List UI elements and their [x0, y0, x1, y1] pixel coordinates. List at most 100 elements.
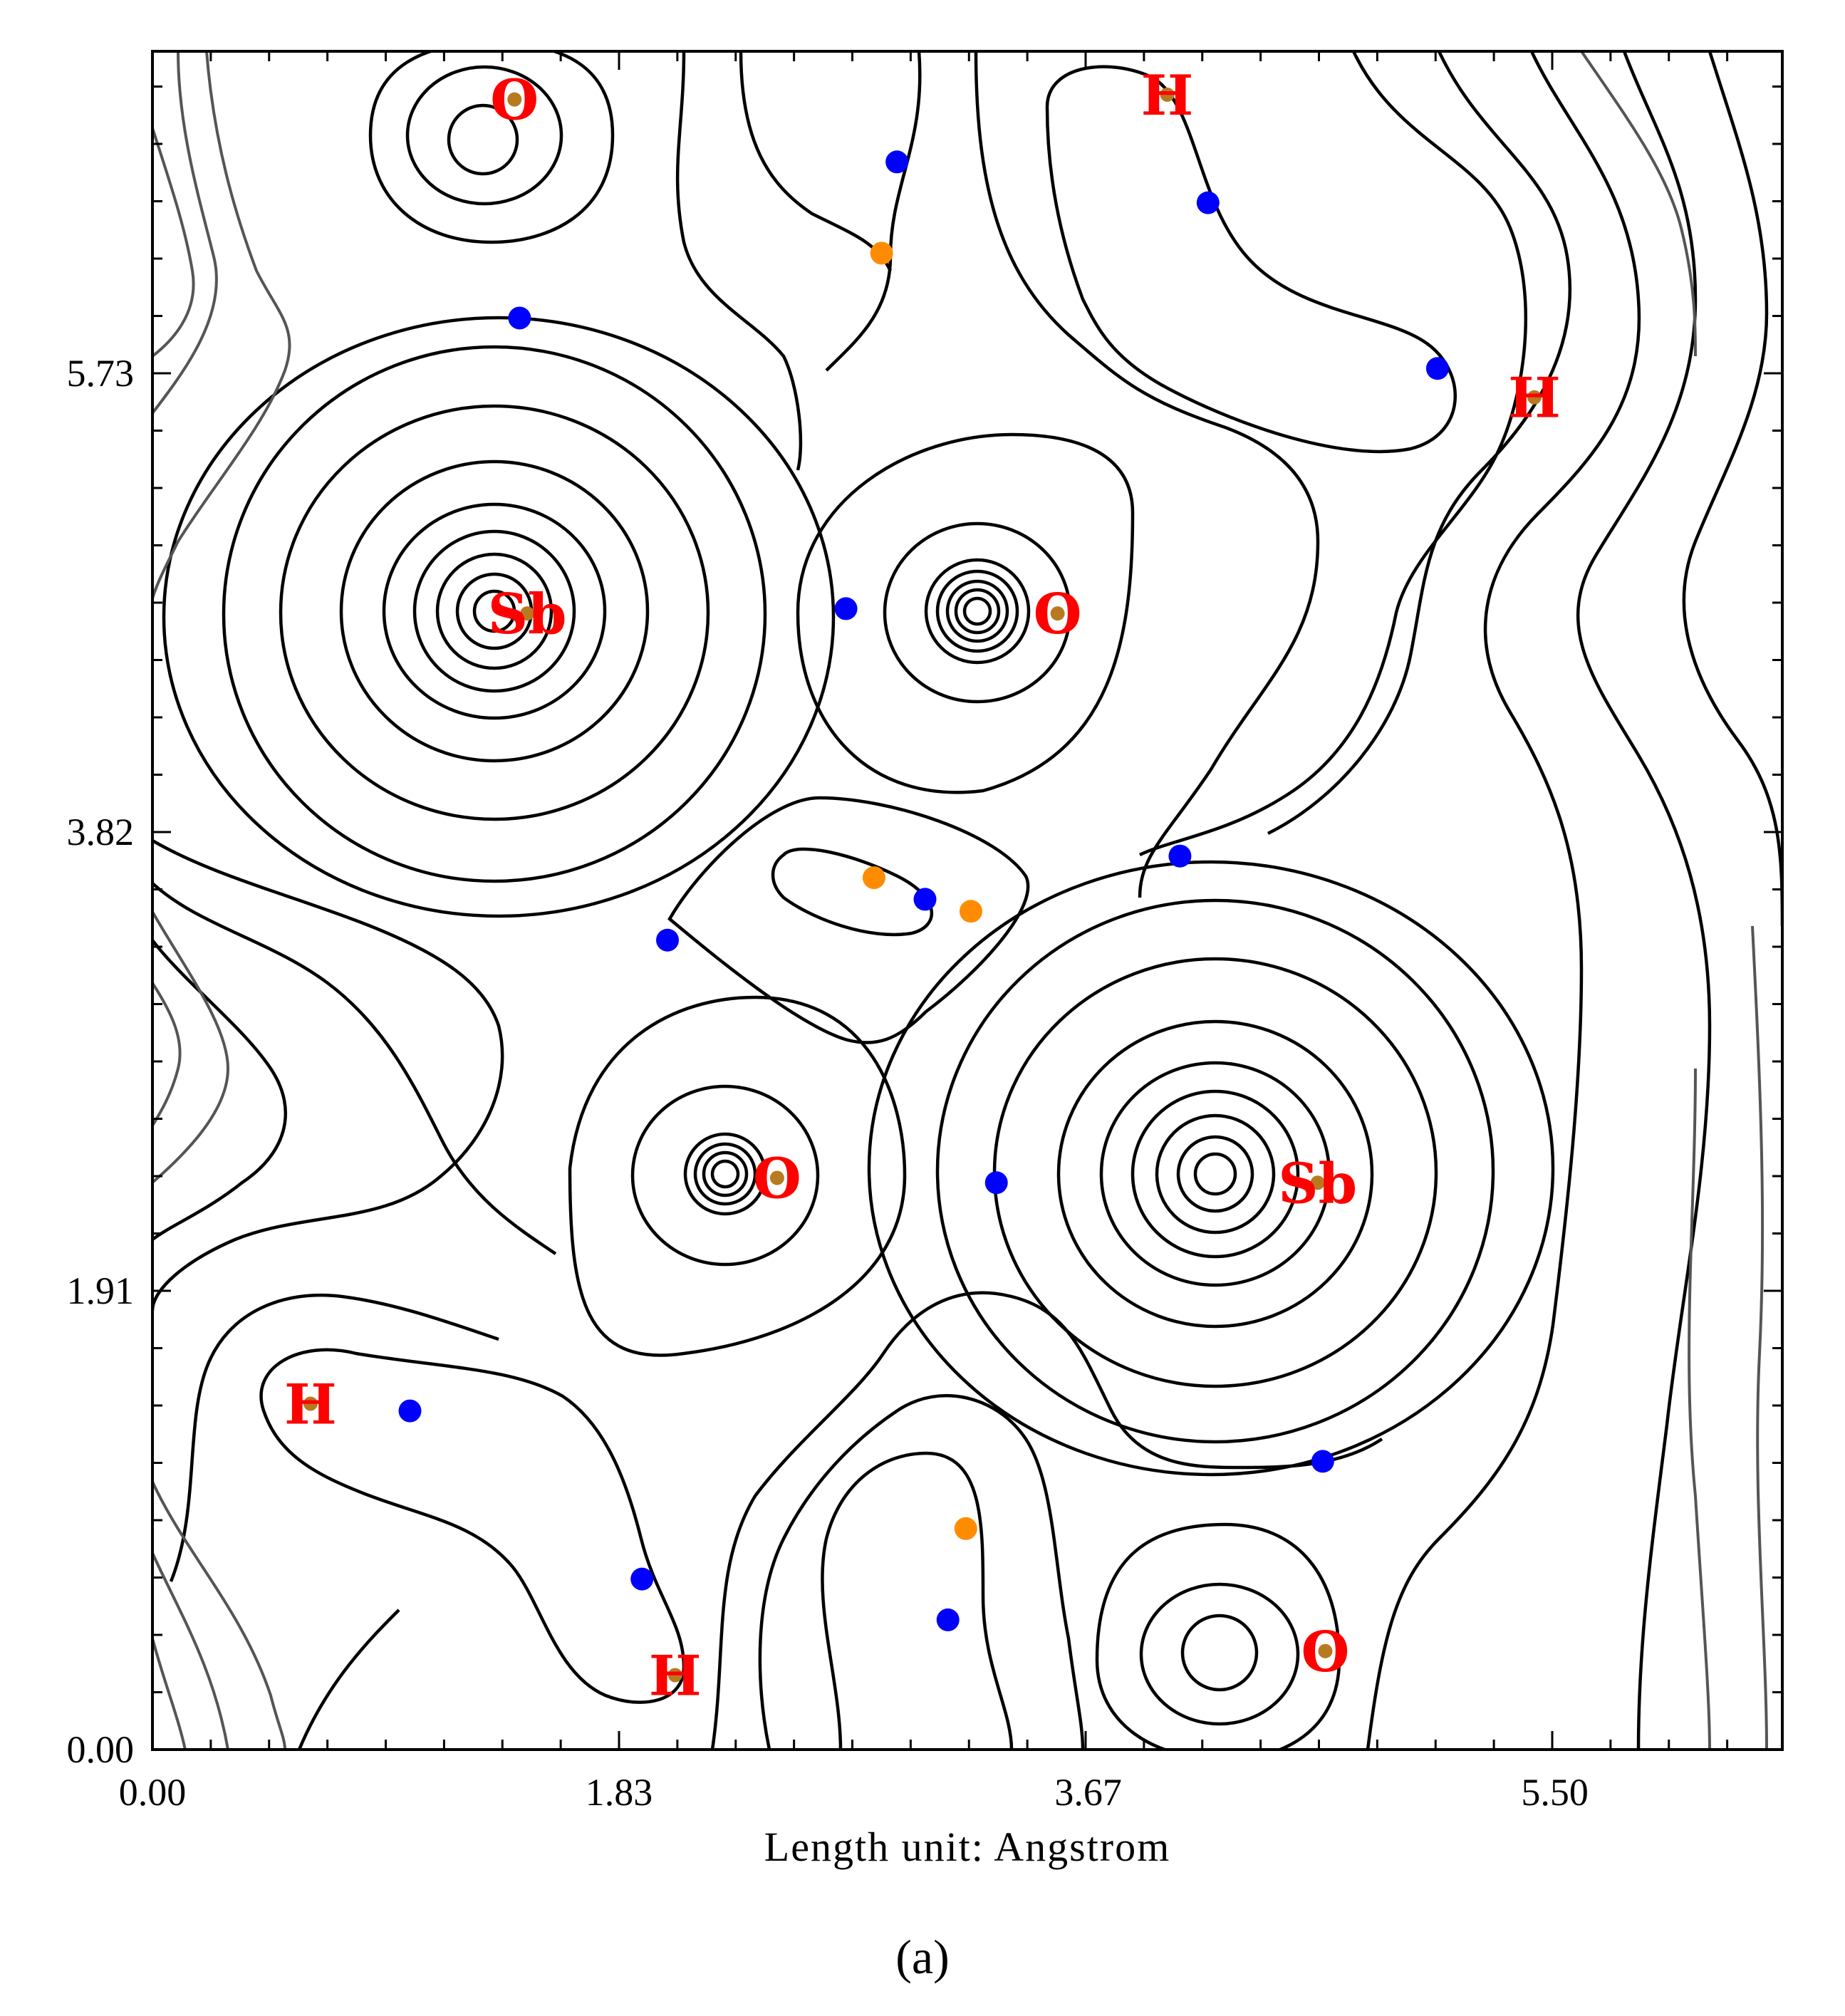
contour-line	[152, 982, 182, 1127]
bond-critical-point	[984, 1171, 1008, 1195]
contour-line	[667, 796, 1030, 1044]
contour-line	[259, 1348, 686, 1704]
contour-line	[693, 1142, 757, 1206]
atom-nucleus	[769, 1170, 784, 1185]
bond-critical-point	[834, 597, 858, 620]
contour-line	[152, 51, 218, 415]
contour-line	[152, 1481, 286, 1750]
contour-line	[1056, 1019, 1374, 1329]
contour-line	[739, 51, 893, 272]
contour-line	[1155, 1113, 1276, 1235]
bond-critical-point	[1196, 191, 1220, 214]
contour-line	[279, 404, 710, 821]
ring-critical-point	[959, 900, 982, 923]
atom-label-o: O	[490, 68, 539, 133]
contour-line	[152, 882, 557, 1255]
plot-frame	[151, 50, 1784, 1751]
atom-nucleus	[303, 1396, 318, 1411]
contour-line	[1138, 51, 1528, 857]
contour-line	[1682, 51, 1782, 927]
contour-line	[945, 579, 1009, 643]
ring-critical-point	[954, 1517, 977, 1540]
contour-line	[710, 1291, 1383, 1750]
atom-nucleus	[1318, 1643, 1333, 1658]
atom-labels: O H H Sb O O Sb H H O	[284, 63, 1561, 1709]
bond-critical-point	[508, 306, 531, 330]
contour-line	[447, 103, 519, 176]
ring-critical-point	[862, 866, 885, 890]
contour-line	[152, 939, 287, 1241]
contour-line	[825, 51, 922, 372]
atom-nucleus	[1160, 87, 1175, 102]
atom-label-h: H	[1508, 366, 1561, 431]
contour-line	[152, 911, 230, 1184]
contour-line	[297, 1609, 400, 1750]
contour-line	[435, 552, 554, 670]
contour-lines	[152, 51, 1782, 1750]
x-axis-title: Length unit: Angstrom	[764, 1824, 1170, 1870]
contour-line	[1580, 51, 1697, 357]
contour-line	[974, 51, 1320, 898]
atom-label-sb: Sb	[488, 582, 567, 647]
atom-nucleus	[1310, 1175, 1325, 1190]
atom-label-h: H	[1141, 63, 1194, 128]
contour-line	[568, 995, 907, 1357]
contour-line	[1139, 1582, 1300, 1726]
contour-line	[412, 529, 576, 693]
contour-line	[771, 847, 934, 937]
contour-line	[1267, 51, 1571, 836]
atom-label-o: O	[1301, 1620, 1349, 1685]
contour-line	[630, 1084, 820, 1267]
contour-line	[152, 839, 504, 1311]
contour-line	[821, 1451, 1014, 1750]
axis-ticks	[151, 51, 1782, 1751]
contour-line	[162, 316, 836, 918]
bond-critical-point	[1425, 357, 1449, 380]
contour-line	[924, 558, 1031, 665]
axis-tick-labels: 0.00 1.83 3.67 5.50 0.00 1.91 3.82 5.73	[67, 352, 1589, 1814]
contour-line	[1045, 65, 1457, 454]
contour-line	[954, 588, 1001, 635]
atom-nucleus	[507, 92, 522, 107]
contour-line	[1366, 51, 1641, 1750]
contour-line	[472, 589, 516, 633]
x-tick-label: 1.83	[586, 1771, 653, 1814]
atom-label-h: H	[649, 1643, 702, 1708]
x-tick-label: 0.00	[119, 1771, 187, 1814]
bond-critical-point	[1311, 1450, 1334, 1473]
contour-line	[683, 1132, 767, 1216]
contour-line	[382, 502, 607, 720]
x-tick-label: 3.67	[1054, 1771, 1122, 1814]
contour-line	[758, 1394, 1085, 1750]
contour-line	[1193, 1152, 1237, 1196]
contour-line	[702, 1150, 749, 1197]
contour-line	[368, 51, 615, 244]
contour-line	[1099, 1061, 1331, 1287]
critical-point-markers	[398, 150, 1449, 1631]
contour-line	[675, 51, 803, 471]
atom-nucleus	[520, 606, 535, 621]
bond-critical-point	[913, 888, 937, 911]
contour-line	[796, 432, 1135, 794]
contour-line	[1095, 1522, 1341, 1750]
contour-line	[710, 1159, 740, 1189]
contour-line	[883, 521, 1072, 704]
y-tick-label: 0.00	[67, 1728, 135, 1771]
y-tick-label: 5.73	[67, 352, 135, 395]
atom-label-o: O	[1034, 582, 1082, 647]
contour-line	[1131, 1089, 1300, 1259]
contour-line	[962, 596, 992, 626]
atom-label-sb: Sb	[1278, 1151, 1357, 1216]
bond-critical-point	[398, 1399, 422, 1423]
bond-critical-point	[885, 150, 909, 174]
contour-line	[867, 860, 1555, 1477]
contour-line	[1180, 1614, 1259, 1692]
panel-label: (a)	[895, 1930, 949, 1984]
x-tick-label: 5.50	[1521, 1771, 1589, 1814]
contour-line	[152, 51, 291, 599]
contour-line	[152, 1552, 229, 1750]
contour-line	[169, 1293, 499, 1582]
ring-critical-point	[870, 241, 893, 265]
bond-critical-point	[936, 1608, 960, 1631]
